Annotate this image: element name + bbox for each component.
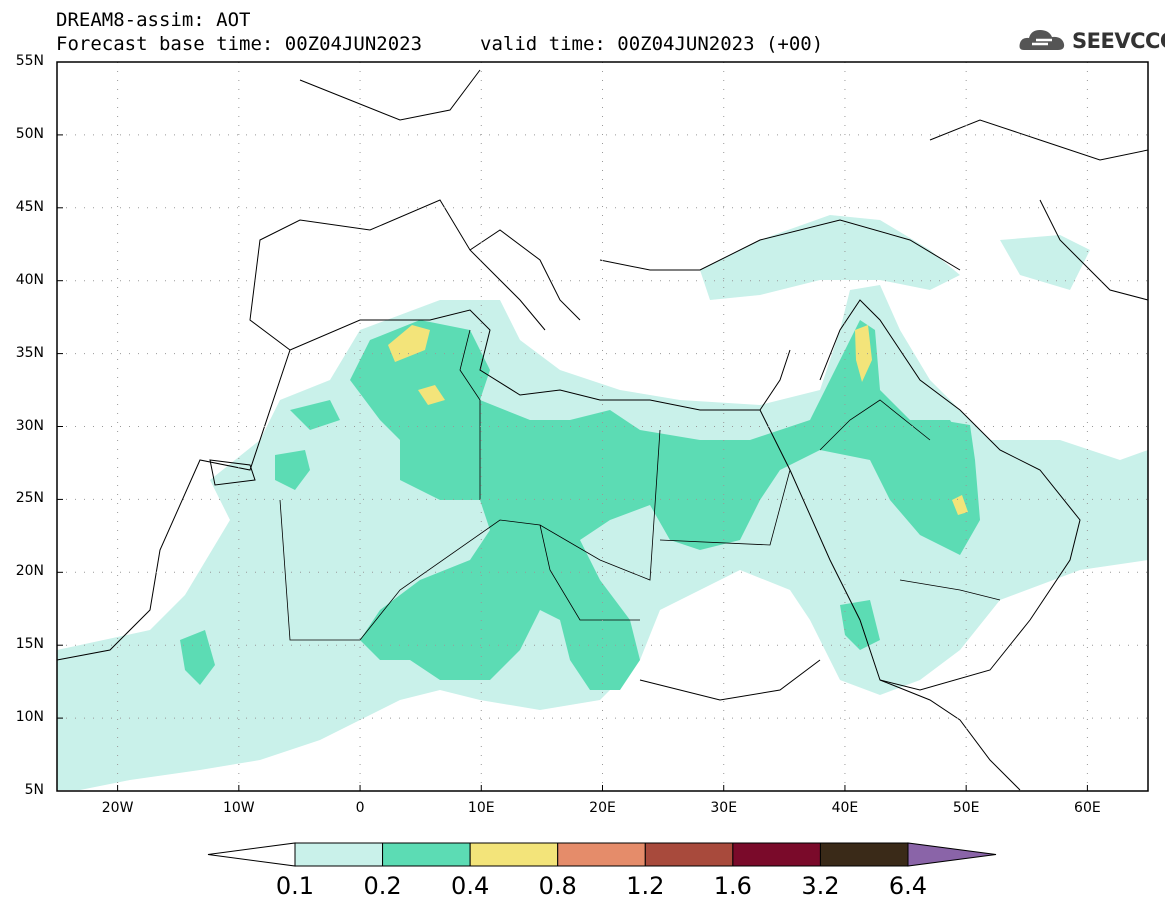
colorbar-box	[294, 842, 384, 867]
colorbar-box	[469, 842, 559, 867]
colorbar-label: 6.4	[888, 872, 928, 900]
lon-label: 10W	[222, 800, 255, 816]
lon-label: 60E	[1074, 800, 1101, 816]
colorbar-box	[819, 842, 909, 867]
lon-label: 30E	[710, 800, 738, 816]
forecast-base-time: Forecast base time: 00Z04JUN2023	[56, 33, 423, 55]
colorbar-label: 0.8	[538, 872, 577, 900]
lon-label: 0	[355, 800, 365, 816]
lat-label: 50N	[15, 125, 44, 142]
axis-ticks	[57, 61, 1088, 792]
lat-label: 35N	[15, 344, 44, 361]
colorbar-over-triangle	[907, 842, 997, 867]
lat-label: 20N	[15, 563, 44, 580]
aot-fields	[57, 215, 1148, 790]
logo-text: SEEVCCC	[1072, 29, 1165, 53]
lon-label: 20W	[101, 800, 134, 816]
colorbar-label: 0.2	[363, 872, 402, 900]
colorbar-label: 0.4	[451, 872, 490, 900]
colorbar-box	[382, 842, 471, 867]
lat-label: 25N	[15, 490, 44, 507]
lat-label: 45N	[15, 198, 44, 215]
lat-label: 30N	[15, 417, 44, 434]
lat-label: 40N	[15, 271, 44, 288]
colorbar-box	[644, 842, 734, 867]
lat-label: 5N	[24, 782, 44, 798]
lat-label: 10N	[15, 709, 44, 726]
colorbar-box	[557, 842, 646, 867]
coastlines	[56, 69, 1149, 791]
lon-label: 10E	[467, 800, 495, 816]
colorbar-label: 1.2	[626, 872, 665, 900]
colorbar-label: 3.2	[801, 872, 840, 900]
lon-label: 50E	[952, 800, 980, 816]
lon-label: 40E	[831, 800, 859, 816]
lat-label: 15N	[15, 636, 44, 653]
colorbar-box	[732, 842, 821, 867]
lat-label: 55N	[15, 53, 44, 69]
lon-label: 20E	[589, 800, 616, 816]
cloud-icon	[1019, 30, 1065, 50]
map-title: DREAM8-assim: AOT	[56, 9, 251, 31]
country-borders	[279, 329, 1001, 641]
colorbar-under-triangle	[207, 842, 296, 867]
colorbar	[207, 842, 997, 867]
colorbar-label: 1.6	[713, 872, 752, 900]
colorbar-label: 0.1	[275, 872, 315, 900]
valid-time: valid time: 00Z04JUN2023 (+00)	[480, 33, 824, 55]
